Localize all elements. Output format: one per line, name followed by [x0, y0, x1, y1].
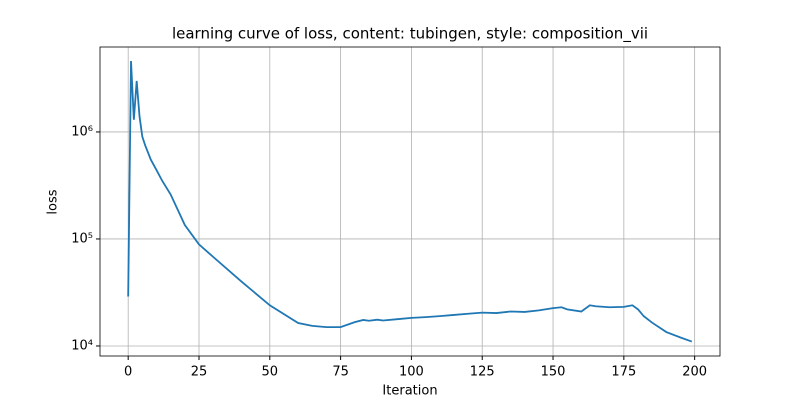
- x-tick-label: 75: [332, 365, 349, 380]
- data-line: [127, 60, 693, 343]
- x-tick-label: 150: [541, 365, 566, 380]
- x-tick-label: 100: [399, 365, 424, 380]
- x-tick-label: 200: [682, 365, 707, 380]
- x-axis-label: Iteration: [382, 384, 437, 399]
- plot-frame: [99, 46, 721, 357]
- x-tick-label: 0: [124, 365, 132, 380]
- x-tick-label: 175: [611, 365, 636, 380]
- y-axis-label: loss: [46, 189, 61, 214]
- x-tick-label: 50: [262, 365, 279, 380]
- y-tick-label: 10⁵: [71, 231, 93, 246]
- chart-title: learning curve of loss, content: tubinge…: [172, 25, 648, 44]
- y-tick-label: 10⁴: [71, 338, 93, 353]
- x-tick-label: 125: [470, 365, 495, 380]
- y-tick-label: 10⁶: [71, 124, 93, 139]
- x-tick-label: 25: [191, 365, 208, 380]
